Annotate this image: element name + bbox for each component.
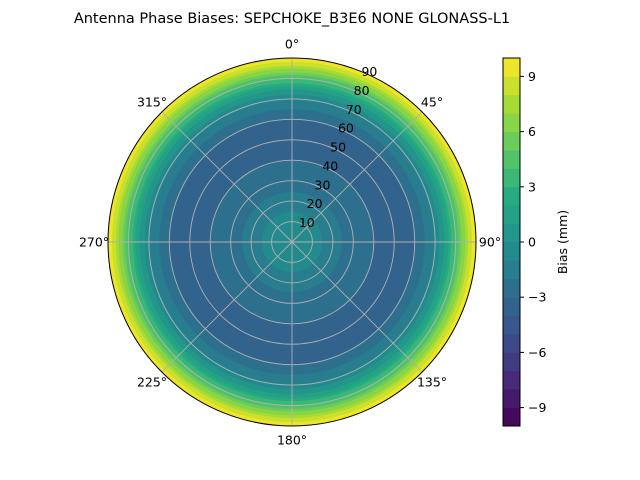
colorbar-label: Bias (mm) xyxy=(555,210,570,274)
angular-tick-label: 0° xyxy=(285,37,299,52)
colorbar-band xyxy=(503,315,520,335)
radial-tick-label: 40 xyxy=(322,158,338,173)
colorbar-tick-label: −3 xyxy=(528,290,546,305)
angular-tick-label: 180° xyxy=(277,433,307,448)
radial-tick-label: 20 xyxy=(307,196,323,211)
colorbar-band xyxy=(503,131,520,151)
radial-tick-label: 60 xyxy=(338,121,354,136)
colorbar-tick-label: −6 xyxy=(528,345,546,360)
colorbar-band xyxy=(503,370,520,390)
colorbar-bands xyxy=(503,58,520,427)
radial-tick-label: 80 xyxy=(354,83,370,98)
angular-tick-label: 225° xyxy=(137,375,167,390)
angular-gridline xyxy=(291,241,423,373)
colorbar-tick-label: 9 xyxy=(528,69,536,84)
colorbar-band xyxy=(503,407,520,427)
angular-gridline xyxy=(161,111,293,243)
colorbar-band xyxy=(503,223,520,243)
angular-tick-label: 90° xyxy=(479,235,501,250)
chart-title: Antenna Phase Biases: SEPCHOKE_B3E6 NONE… xyxy=(74,11,510,27)
colorbar-band xyxy=(503,260,520,280)
colorbar-tick-label: 3 xyxy=(528,179,536,194)
colorbar-band xyxy=(503,278,520,298)
radial-tick-label: 70 xyxy=(346,102,362,117)
colorbar-band xyxy=(503,76,520,96)
colorbar-band xyxy=(503,205,520,224)
angular-tick-label: 270° xyxy=(79,235,109,250)
radial-tick-label: 50 xyxy=(330,140,346,155)
colorbar-tick-label: −9 xyxy=(528,400,546,415)
colorbar-tick-label: 6 xyxy=(528,124,536,139)
angular-tick-label: 45° xyxy=(421,95,443,110)
colorbar-ticks: −9 −6 −3 0 3 6 9 xyxy=(520,69,546,415)
angular-grid xyxy=(108,58,476,426)
colorbar-band xyxy=(503,150,520,169)
colorbar-band xyxy=(503,58,520,77)
radial-tick-labels: 10 20 30 40 50 60 70 80 90 xyxy=(299,64,378,230)
colorbar-band xyxy=(503,389,520,408)
polar-axes: 0° 45° 90° 135° 180° 225° 270° 315° 10 20 30 40 50 6… xyxy=(79,37,501,448)
angular-tick-labels: 0° 45° 90° 135° 180° 225° 270° 315° xyxy=(79,37,501,448)
colorbar-tick-label: 0 xyxy=(528,235,536,250)
colorbar-band xyxy=(503,113,520,132)
colorbar: −9 −6 −3 0 3 6 9 Bias (mm) xyxy=(502,57,570,427)
angular-tick-label: 315° xyxy=(137,95,167,110)
colorbar-band xyxy=(503,297,520,316)
polar-frame xyxy=(107,57,477,427)
colorbar-band xyxy=(503,352,520,372)
angular-gridline xyxy=(291,111,423,243)
colorbar-band xyxy=(503,242,520,261)
colorbar-band xyxy=(503,186,520,206)
colorbar-band xyxy=(503,168,520,188)
angular-gridline xyxy=(161,241,293,373)
radial-tick-label: 30 xyxy=(315,177,331,192)
radial-tick-label: 10 xyxy=(299,215,315,230)
colorbar-band xyxy=(503,94,520,114)
angular-tick-label: 135° xyxy=(417,375,447,390)
radial-tick-label: 90 xyxy=(361,64,377,79)
colorbar-band xyxy=(503,334,520,353)
